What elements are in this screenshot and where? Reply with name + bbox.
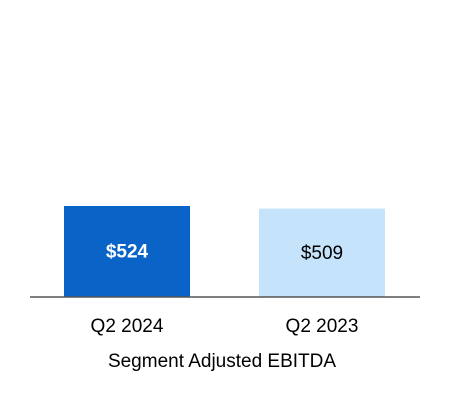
- data-label-q2-2024: $524: [106, 242, 149, 263]
- x-axis-title: Segment Adjusted EBITDA: [108, 351, 336, 372]
- labels-layer: $524 $509: [106, 242, 343, 264]
- bar-q2-2023: [259, 208, 385, 297]
- x-tick-labels: Q2 2024 Q2 2023: [91, 316, 359, 337]
- bar-q2-2024: [64, 206, 190, 297]
- data-label-q2-2023: $509: [301, 243, 343, 264]
- x-tick-label: Q2 2024: [91, 316, 164, 337]
- bars-layer: [64, 206, 385, 297]
- x-tick-label: Q2 2023: [286, 316, 359, 337]
